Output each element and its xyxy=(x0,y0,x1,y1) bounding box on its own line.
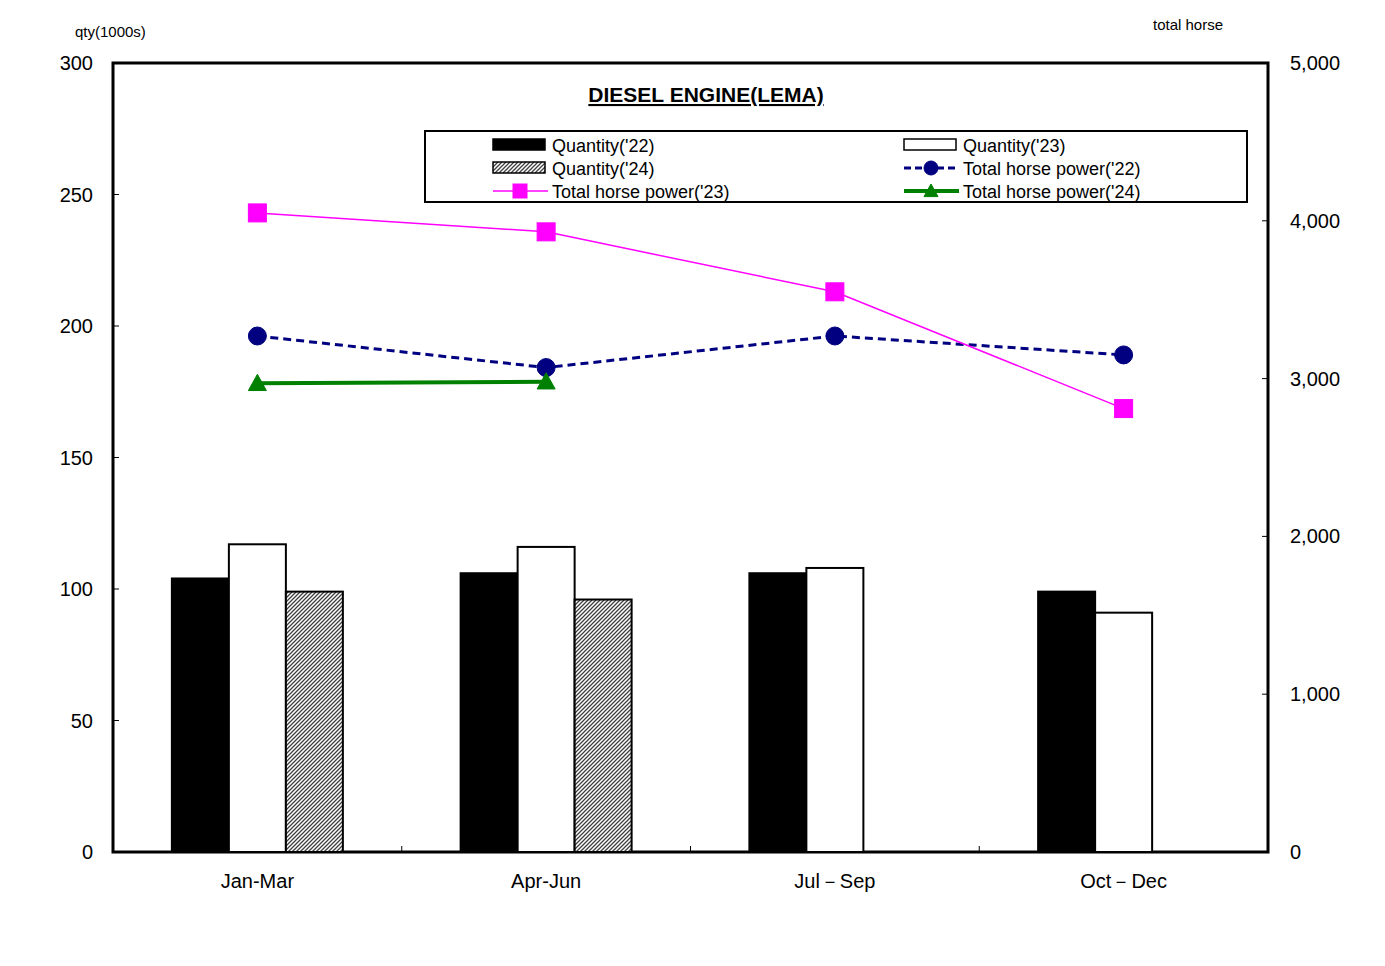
y2-tick xyxy=(1262,694,1268,695)
line xyxy=(257,336,1123,368)
y2-tick xyxy=(1262,536,1268,537)
legend-marker xyxy=(924,184,938,197)
line xyxy=(257,213,1123,409)
bar xyxy=(286,592,343,852)
legend-marker xyxy=(513,184,527,198)
point xyxy=(537,373,555,389)
y-tick-label: 0 xyxy=(82,841,93,863)
y-axis-label: qty(1000s) xyxy=(75,23,146,40)
legend-label: Quantity('24) xyxy=(552,159,654,179)
y-tick-label: 200 xyxy=(60,315,93,337)
bar xyxy=(575,600,632,852)
legend-label: Quantity('22) xyxy=(552,136,654,156)
y2-tick-label: 2,000 xyxy=(1290,525,1340,547)
bar xyxy=(749,573,806,852)
plot-area xyxy=(172,204,1152,852)
y-tick-label: 150 xyxy=(60,447,93,469)
legend-swatch xyxy=(493,162,545,173)
y-tick xyxy=(113,852,119,853)
point xyxy=(826,283,844,301)
legend: Quantity('22) Quantity('23) Quantity('24) T… xyxy=(425,131,1247,202)
y2-tick-label: 1,000 xyxy=(1290,683,1340,705)
legend-label: Total horse power('23) xyxy=(552,182,730,202)
chart: 0 50 100 150 200 250 300 0 1,000 2,000 3,000 4,000 5… xyxy=(0,0,1385,966)
legend-marker xyxy=(924,161,938,175)
bar xyxy=(1038,592,1095,852)
y-tick-label: 100 xyxy=(60,578,93,600)
y2-tick-label: 3,000 xyxy=(1290,368,1340,390)
bar xyxy=(1095,613,1152,852)
point xyxy=(248,374,266,390)
y2-axis-label: total horse xyxy=(1153,16,1223,33)
y2-tick xyxy=(1262,63,1268,64)
x-tick xyxy=(690,846,691,852)
legend-swatch xyxy=(904,139,956,150)
bar xyxy=(518,547,575,852)
point xyxy=(248,204,266,222)
x-tick-label: Jul－Sep xyxy=(794,870,875,892)
x-tick-label: Oct－Dec xyxy=(1080,870,1167,892)
chart-title: DIESEL ENGINE(LEMA) xyxy=(588,83,823,106)
legend-label: Total horse power('24) xyxy=(963,182,1141,202)
y2-tick-label: 4,000 xyxy=(1290,210,1340,232)
legend-box xyxy=(425,131,1247,202)
line xyxy=(257,382,546,384)
y-tick-label: 300 xyxy=(60,52,93,74)
point xyxy=(1115,346,1133,364)
y-tick-label: 250 xyxy=(60,184,93,206)
legend-label: Total horse power('22) xyxy=(963,159,1141,179)
y-tick xyxy=(113,720,119,721)
y-tick-label: 50 xyxy=(71,710,93,732)
legend-swatch xyxy=(493,139,545,150)
y2-tick xyxy=(1262,378,1268,379)
bar xyxy=(229,544,286,852)
point xyxy=(248,327,266,345)
y-tick xyxy=(113,194,119,195)
point xyxy=(1115,400,1133,418)
x-tick xyxy=(401,846,402,852)
x-tick-label: Apr-Jun xyxy=(511,870,581,892)
bar xyxy=(806,568,863,852)
point xyxy=(826,327,844,345)
y-tick xyxy=(113,457,119,458)
y2-tick xyxy=(1262,220,1268,221)
x-tick xyxy=(979,846,980,852)
bar xyxy=(461,573,518,852)
y-tick xyxy=(113,589,119,590)
y-tick xyxy=(113,326,119,327)
y2-tick xyxy=(1262,852,1268,853)
bar xyxy=(172,578,229,852)
plot-frame xyxy=(113,63,1268,852)
y2-tick-label: 0 xyxy=(1290,841,1301,863)
point xyxy=(537,223,555,241)
y-tick xyxy=(113,63,119,64)
y2-tick-label: 5,000 xyxy=(1290,52,1340,74)
x-tick-label: Jan-Mar xyxy=(221,870,295,892)
legend-label: Quantity('23) xyxy=(963,136,1065,156)
